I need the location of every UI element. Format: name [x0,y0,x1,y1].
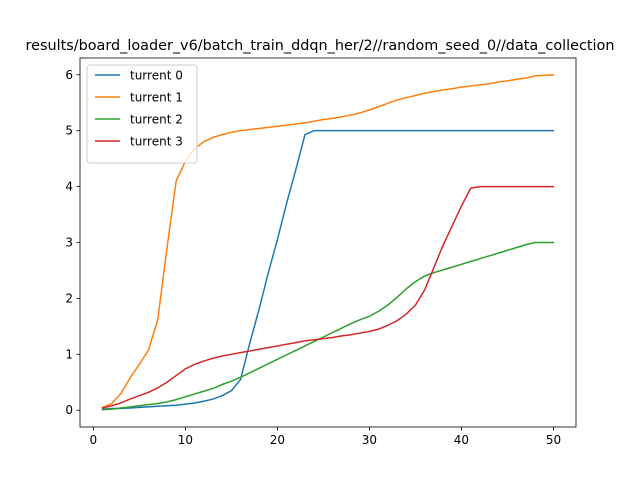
legend-label-1: turrent 1 [130,91,183,105]
legend-box [86,64,198,164]
plot-frame [79,57,577,428]
x-tick-label: 0 [90,433,98,447]
series-line-2 [101,241,555,411]
y-tick-label: 3 [65,236,73,250]
x-tick-label: 10 [178,433,193,447]
legend-label-2: turrent 2 [130,113,183,127]
x-tick-label: 30 [362,433,377,447]
axis-ticks: 0 10 20 30 40 50 0 1 2 3 4 5 6 [65,68,561,447]
y-tick-label: 6 [65,68,73,82]
x-tick-label: 20 [270,433,285,447]
y-tick-label: 1 [65,347,73,361]
legend: turrent 0 turrent 1 turrent 2 turrent 3 [86,64,198,164]
legend-label-3: turrent 3 [130,135,183,149]
y-tick-label: 5 [65,124,73,138]
legend-label-0: turrent 0 [130,69,183,83]
y-tick-label: 4 [65,180,73,194]
series-lines [101,73,555,411]
y-tick-label: 2 [65,291,73,305]
series-line-0 [101,129,555,410]
series-line-3 [101,185,555,409]
chart-title: results/board_loader_v6/batch_train_ddqn… [26,38,615,54]
y-tick-label: 0 [65,403,73,417]
x-tick-label: 50 [546,433,561,447]
series-line-1 [101,73,555,409]
x-tick-label: 40 [454,433,469,447]
